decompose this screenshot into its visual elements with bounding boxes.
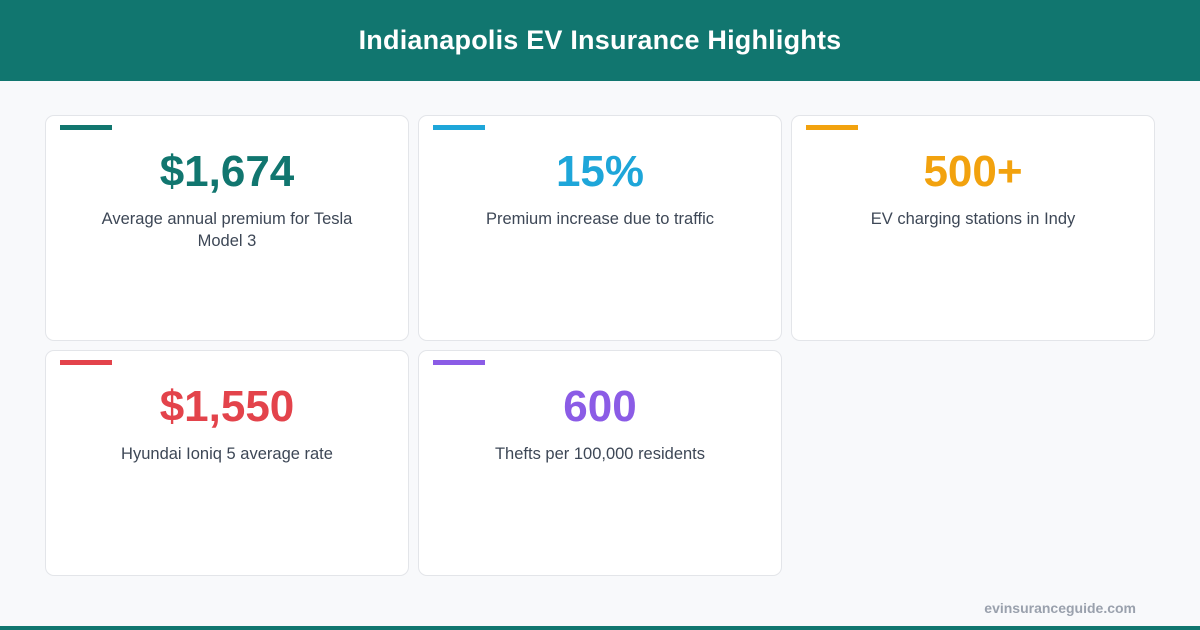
stat-value: 600 (563, 382, 637, 431)
stat-value: $1,674 (159, 147, 295, 196)
card-accent-bar (60, 125, 112, 130)
card-accent-bar (60, 360, 112, 365)
page-title: Indianapolis EV Insurance Highlights (358, 25, 842, 55)
stat-label: EV charging stations in Indy (870, 210, 1076, 228)
stat-label: Thefts per 100,000 residents (494, 445, 706, 463)
stat-value: $1,550 (159, 382, 295, 431)
stat-label: Premium increase due to traffic (485, 210, 715, 228)
stat-card-ioniq-rate: $1,550 Hyundai Ioniq 5 average rate (45, 350, 409, 576)
footer-bar (0, 626, 1200, 630)
header-banner: Indianapolis EV Insurance Highlights (0, 0, 1200, 81)
card-accent-bar (806, 125, 858, 130)
card-accent-bar (433, 360, 485, 365)
stat-value: 15% (555, 147, 645, 196)
stat-label: Hyundai Ioniq 5 average rate (121, 445, 333, 463)
stat-card-charging-stations: 500+ EV charging stations in Indy (791, 115, 1155, 341)
stat-card-tesla-premium: $1,674 Average annual premium for Tesla … (45, 115, 409, 341)
footer-site-link[interactable]: evinsuranceguide.com (984, 600, 1136, 616)
card-accent-bar (433, 125, 485, 130)
stat-value: 500+ (923, 147, 1023, 196)
stat-card-thefts: 600 Thefts per 100,000 residents (418, 350, 782, 576)
stat-label: Average annual premium for Tesla Model 3 (101, 210, 353, 250)
stat-card-traffic-increase: 15% Premium increase due to traffic (418, 115, 782, 341)
